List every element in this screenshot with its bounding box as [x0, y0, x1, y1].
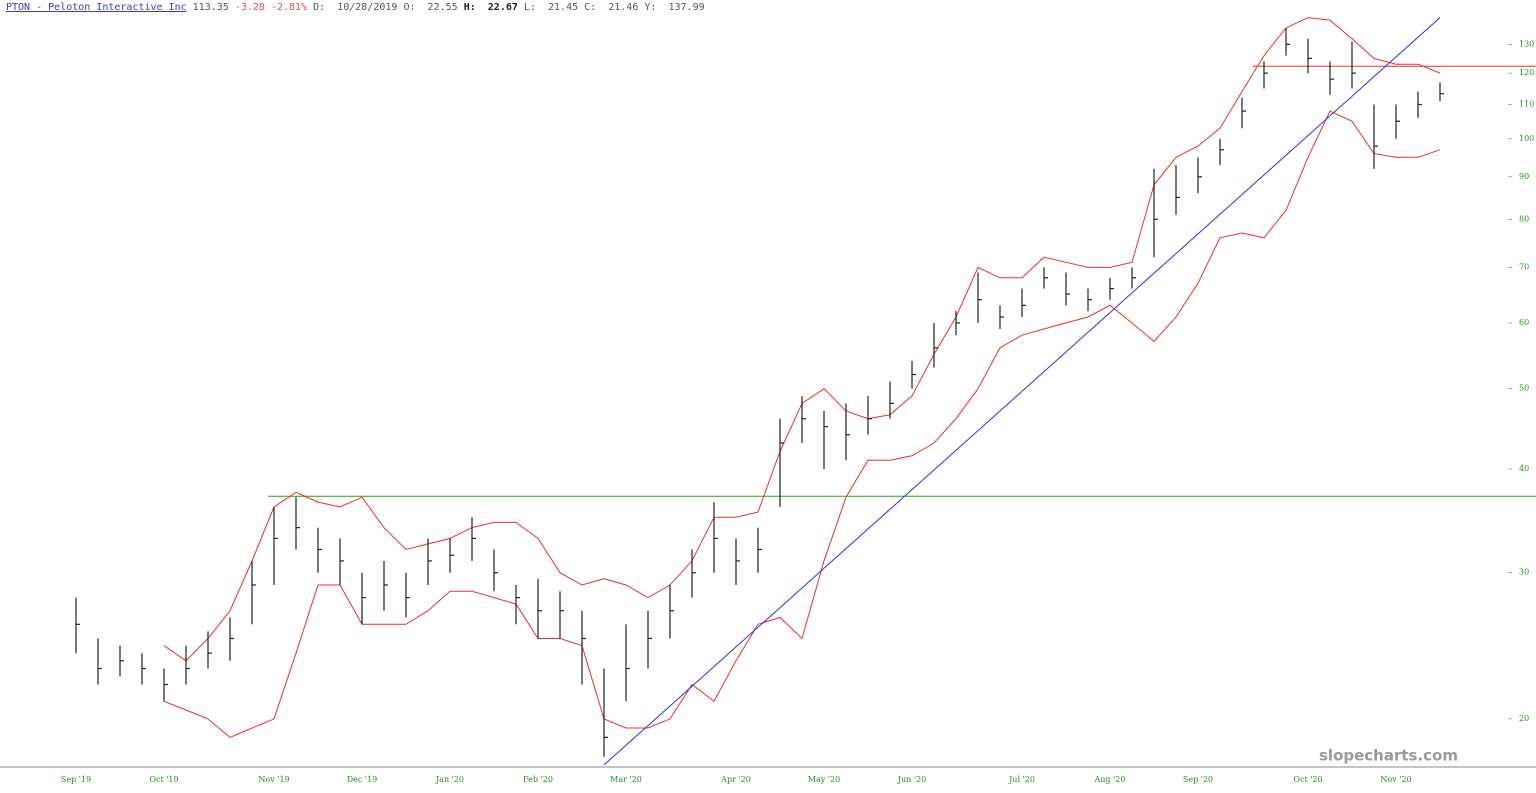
y-tick-label: 100 [1519, 134, 1534, 143]
y-tick-label: 60 [1519, 318, 1529, 327]
x-tick-label: Jan '20 [435, 775, 464, 784]
symbol-link[interactable]: PTON - Peloton Interactive Inc [6, 2, 187, 13]
header: PTON - Peloton Interactive Inc 113.35 -3… [6, 2, 705, 13]
y-tick-label: 80 [1519, 214, 1529, 223]
change: -3.28 [234, 2, 265, 13]
field-label: O: [403, 2, 416, 13]
watermark: slopecharts.com [1319, 747, 1458, 765]
field-value: 21.45 [548, 2, 579, 13]
field-label: Y: [644, 2, 657, 13]
y-tick-label: 30 [1519, 568, 1529, 577]
field-label: H: [463, 2, 476, 13]
x-tick-label: Apr '20 [720, 775, 751, 784]
x-tick-label: Jul '20 [1008, 775, 1035, 784]
bollinger-band [163, 17, 1441, 662]
y-tick-label: 20 [1519, 714, 1529, 723]
y-tick-label: 110 [1519, 99, 1534, 108]
x-tick-label: Feb '20 [523, 775, 553, 784]
trendline [603, 17, 1441, 766]
last-price: 113.35 [192, 2, 229, 13]
bollinger-band [163, 110, 1441, 738]
y-tick-label: 50 [1519, 384, 1529, 393]
y-tick-label: 40 [1519, 464, 1529, 473]
y-tick-label: 70 [1519, 262, 1529, 271]
x-tick-label: Oct '19 [149, 775, 178, 784]
y-tick-label: 90 [1519, 172, 1529, 181]
x-tick-label: Jun '20 [897, 775, 926, 784]
field-label: D: [313, 2, 326, 13]
y-tick-label: 130 [1519, 39, 1534, 48]
field-label: L: [523, 2, 536, 13]
field-value: 137.99 [668, 2, 705, 13]
field-value: 22.55 [427, 2, 458, 13]
x-tick-label: Sep '19 [61, 775, 91, 784]
ohlc-fields: D: 10/28/2019 O: 22.55 H: 22.67 L: 21.45… [307, 2, 705, 13]
x-tick-label: Nov '20 [1380, 775, 1411, 784]
field-value: 10/28/2019 [337, 2, 398, 13]
field-label: C: [584, 2, 597, 13]
change-pct: -2.81% [270, 2, 308, 13]
x-tick-label: Nov '19 [258, 775, 289, 784]
y-tick-label: 120 [1519, 68, 1534, 77]
x-tick-label: Mar '20 [610, 775, 642, 784]
field-value: 22.67 [487, 2, 518, 13]
x-tick-label: Dec '19 [347, 775, 378, 784]
x-tick-label: Aug '20 [1094, 775, 1126, 784]
x-tick-label: Sep '20 [1183, 775, 1213, 784]
field-value: 21.46 [608, 2, 639, 13]
x-tick-label: Oct '20 [1293, 775, 1322, 784]
x-tick-label: May '20 [808, 775, 840, 784]
